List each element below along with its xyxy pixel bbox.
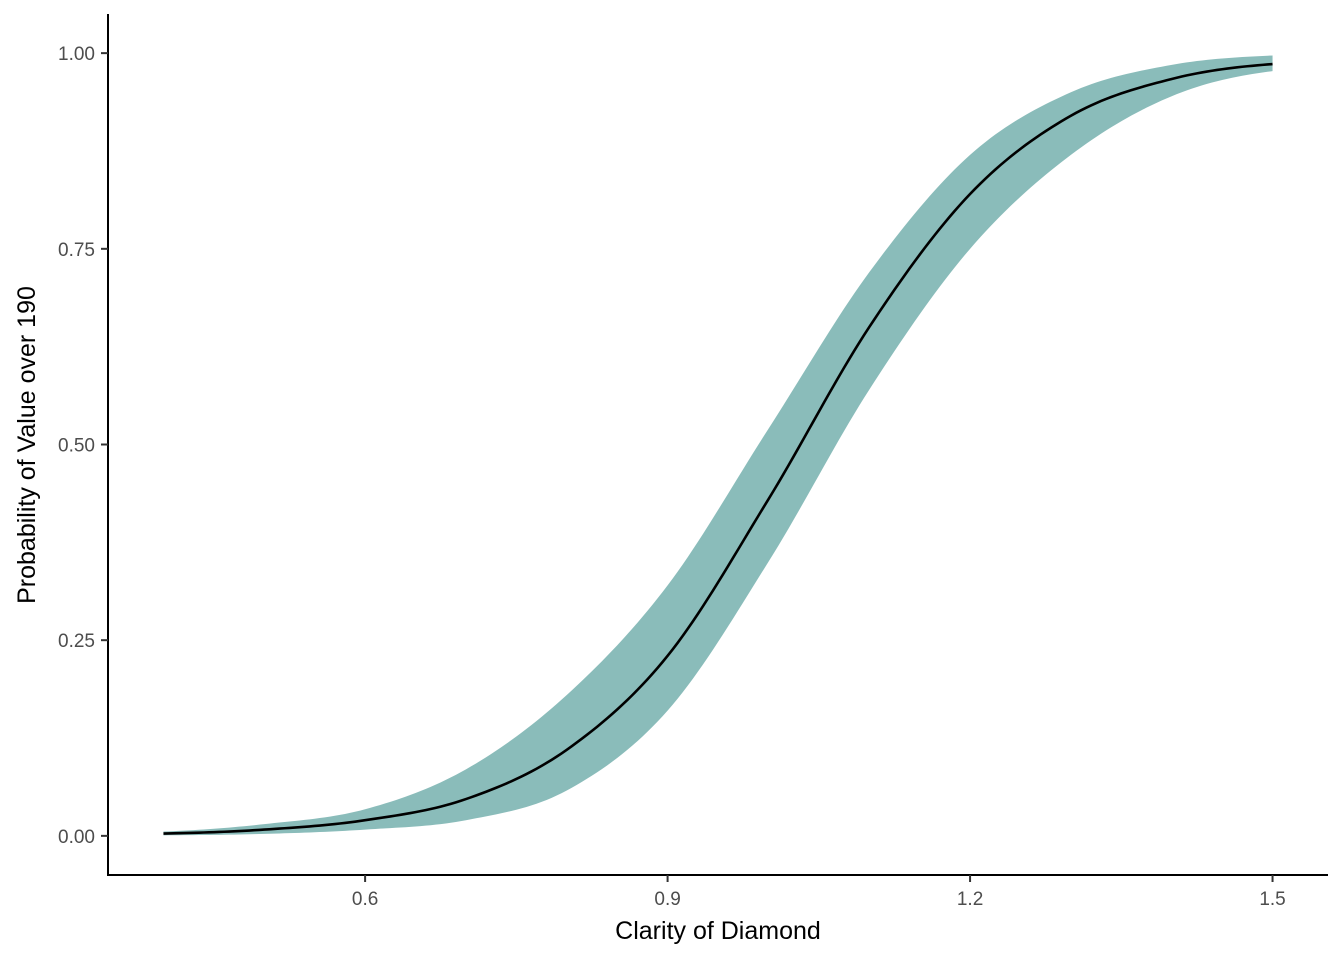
x-tick-label: 0.6 bbox=[352, 889, 378, 910]
y-axis-ticks: 0.00 0.25 0.50 0.75 1.00 bbox=[58, 44, 108, 848]
confidence-bands bbox=[163, 55, 1273, 836]
confidence-band-fitted bbox=[163, 55, 1273, 836]
x-tick-label: 0.9 bbox=[654, 889, 680, 910]
y-tick-label: 0.25 bbox=[58, 631, 95, 652]
x-tick-label: 1.2 bbox=[957, 889, 983, 910]
y-axis-title: Probability of Value over 190 bbox=[13, 286, 41, 604]
x-axis-title: Clarity of Diamond bbox=[615, 917, 821, 945]
y-tick-label: 1.00 bbox=[58, 44, 95, 65]
x-axis-ticks: 0.6 0.9 1.2 1.5 bbox=[352, 875, 1286, 910]
fitted-lines bbox=[163, 62, 1273, 835]
x-tick-label: 1.5 bbox=[1259, 889, 1285, 910]
y-tick-label: 0.50 bbox=[58, 436, 95, 457]
y-tick-label: 0.75 bbox=[58, 240, 95, 261]
y-tick-label: 0.00 bbox=[58, 827, 95, 848]
fitted-line-fitted bbox=[163, 62, 1273, 835]
